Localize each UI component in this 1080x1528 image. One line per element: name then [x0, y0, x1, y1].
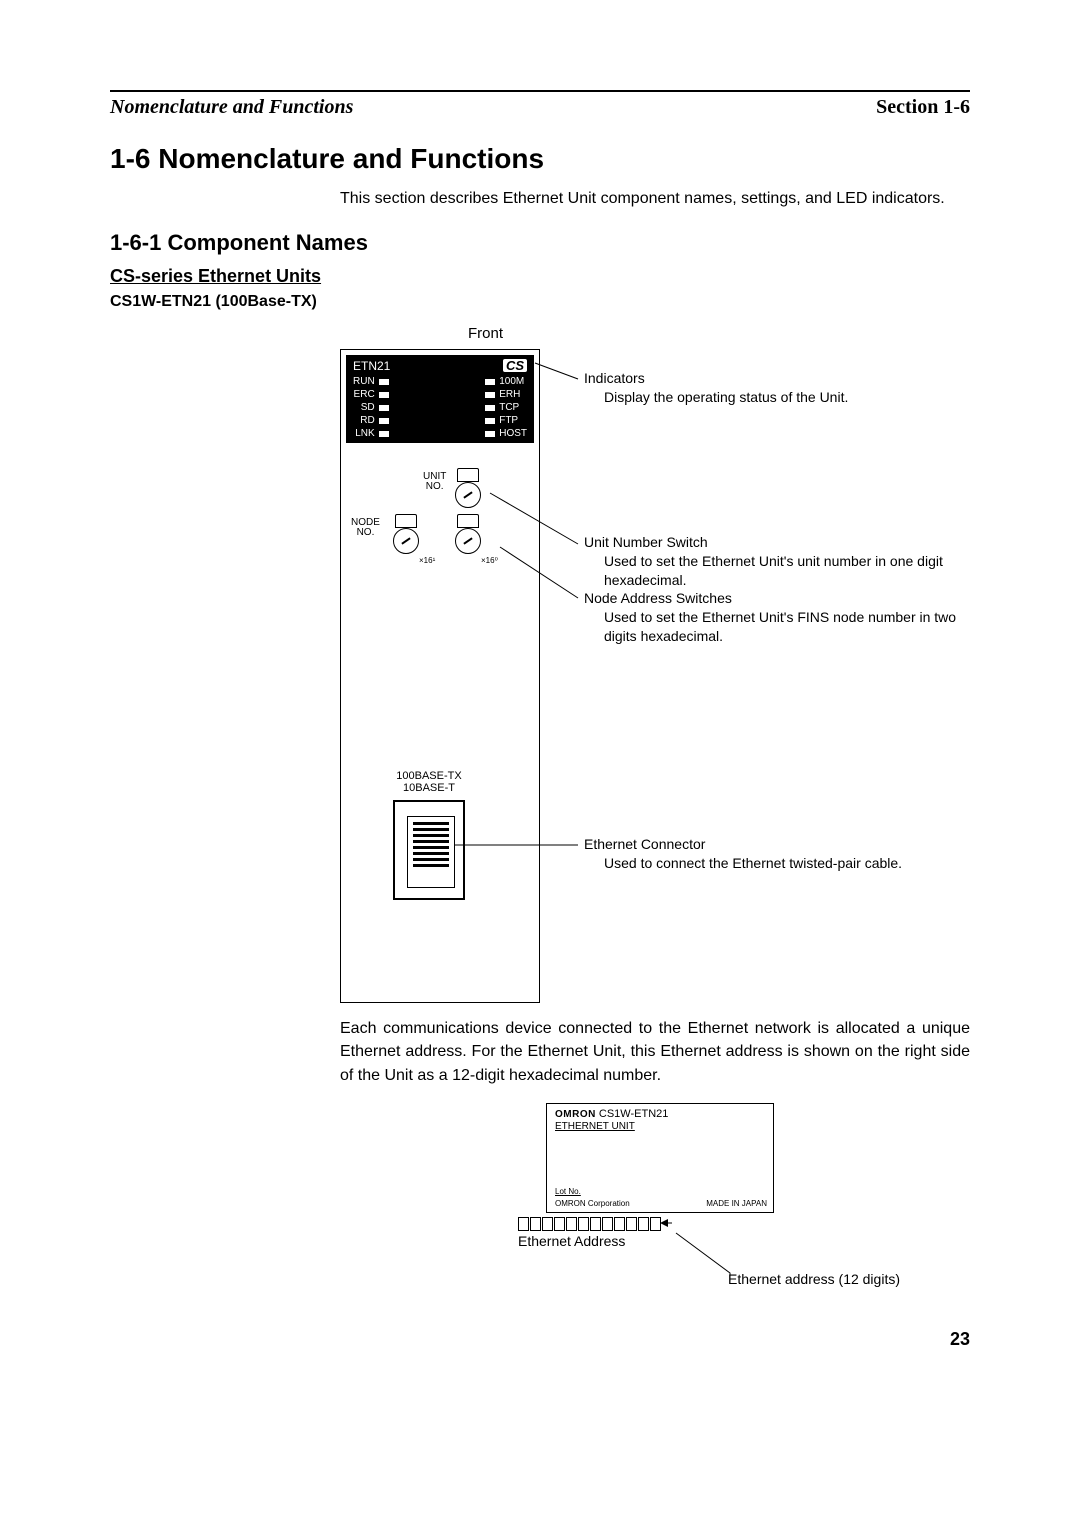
- heading-2: 1-6-1 Component Names: [110, 230, 970, 256]
- led-100m: 100M: [499, 377, 524, 387]
- callout-title: Unit Number Switch: [584, 533, 980, 552]
- heading-1: 1-6 Nomenclature and Functions: [110, 143, 970, 175]
- callout-title: Indicators: [584, 369, 848, 388]
- unit-no-label: UNIT NO.: [423, 472, 446, 492]
- made-in-label: MADE IN JAPAN: [706, 1199, 767, 1208]
- led-erh: ERH: [499, 390, 520, 400]
- led-lnk: LNK: [355, 429, 374, 439]
- unit-rotary-icon: [455, 482, 481, 508]
- corp-label: OMRON Corporation: [555, 1199, 630, 1208]
- callout-node-switch: Node Address Switches Used to set the Et…: [584, 589, 980, 646]
- label-plate-figure: OMRON CS1W-ETN21 ETHERNET UNIT Lot No. O…: [480, 1103, 840, 1249]
- cs-logo: CS: [503, 359, 527, 372]
- connector-area: 100BASE-TX 10BASE-T: [369, 770, 489, 900]
- led-run: RUN: [353, 377, 375, 387]
- mac-digit-boxes: [518, 1217, 840, 1231]
- indicator-col-left: RUN ERC SD RD LNK: [353, 375, 389, 440]
- label-plate: OMRON CS1W-ETN21 ETHERNET UNIT Lot No. O…: [546, 1103, 774, 1213]
- led-ftp: FTP: [499, 416, 518, 426]
- callout-desc: Display the operating status of the Unit…: [604, 388, 848, 407]
- unit-type-label: ETHERNET UNIT: [555, 1121, 635, 1132]
- rotary-slot-icon: [457, 514, 479, 528]
- led-sd: SD: [361, 403, 375, 413]
- unit-front-figure: Front ETN21 CS RUN ERC SD RD LNK 100M: [340, 325, 980, 1005]
- lot-label: Lot No.: [555, 1187, 581, 1196]
- node-rotary-hi-icon: [393, 528, 419, 554]
- led-host: HOST: [499, 429, 527, 439]
- node-sub-hi: ×16¹: [419, 556, 435, 565]
- led-tcp: TCP: [499, 403, 519, 413]
- eth-address-label: Ethernet Address: [518, 1233, 840, 1249]
- callout-desc: Used to connect the Ethernet twisted-pai…: [604, 854, 902, 873]
- callout-eth-connector: Ethernet Connector Used to connect the E…: [584, 835, 902, 873]
- header-left: Nomenclature and Functions: [110, 96, 353, 119]
- led-rd: RD: [360, 416, 374, 426]
- brand-label: OMRON: [555, 1109, 596, 1120]
- ethernet-address-paragraph: Each communications device connected to …: [340, 1017, 970, 1087]
- eth-address-callout: Ethernet address (12 digits): [728, 1271, 900, 1287]
- callout-title: Ethernet Connector: [584, 835, 902, 854]
- rotary-switch-area: UNIT NO. NODE NO. ×16¹ ×16⁰: [341, 468, 541, 578]
- heading-3: CS-series Ethernet Units: [110, 266, 970, 287]
- conn-label-1: 100BASE-TX: [369, 770, 489, 782]
- indicator-panel: ETN21 CS RUN ERC SD RD LNK 100M ERH TCP …: [346, 355, 534, 443]
- rotary-slot-icon: [457, 468, 479, 482]
- callout-indicators: Indicators Display the operating status …: [584, 369, 848, 407]
- callout-desc: Used to set the Ethernet Unit's FINS nod…: [604, 608, 980, 646]
- front-label: Front: [468, 325, 503, 342]
- rj45-icon: [393, 800, 465, 900]
- unit-outline: ETN21 CS RUN ERC SD RD LNK 100M ERH TCP …: [340, 349, 540, 1003]
- heading-4: CS1W-ETN21 (100Base-TX): [110, 293, 970, 311]
- conn-label-2: 10BASE-T: [369, 782, 489, 794]
- rotary-slot-icon: [395, 514, 417, 528]
- callout-desc: Used to set the Ethernet Unit's unit num…: [604, 552, 980, 590]
- model-label: ETN21: [353, 360, 390, 372]
- callout-unit-switch: Unit Number Switch Used to set the Ether…: [584, 533, 980, 590]
- node-no-label: NODE NO.: [351, 518, 380, 538]
- model-label: CS1W-ETN21: [599, 1108, 668, 1120]
- page-header: Nomenclature and Functions Section 1-6: [110, 90, 970, 119]
- indicator-col-right: 100M ERH TCP FTP HOST: [485, 375, 527, 440]
- node-rotary-lo-icon: [455, 528, 481, 554]
- led-erc: ERC: [354, 390, 375, 400]
- header-right: Section 1-6: [876, 96, 970, 119]
- intro-paragraph: This section describes Ethernet Unit com…: [340, 187, 970, 210]
- callout-title: Node Address Switches: [584, 589, 980, 608]
- page-number: 23: [110, 1329, 970, 1350]
- node-sub-lo: ×16⁰: [481, 556, 498, 565]
